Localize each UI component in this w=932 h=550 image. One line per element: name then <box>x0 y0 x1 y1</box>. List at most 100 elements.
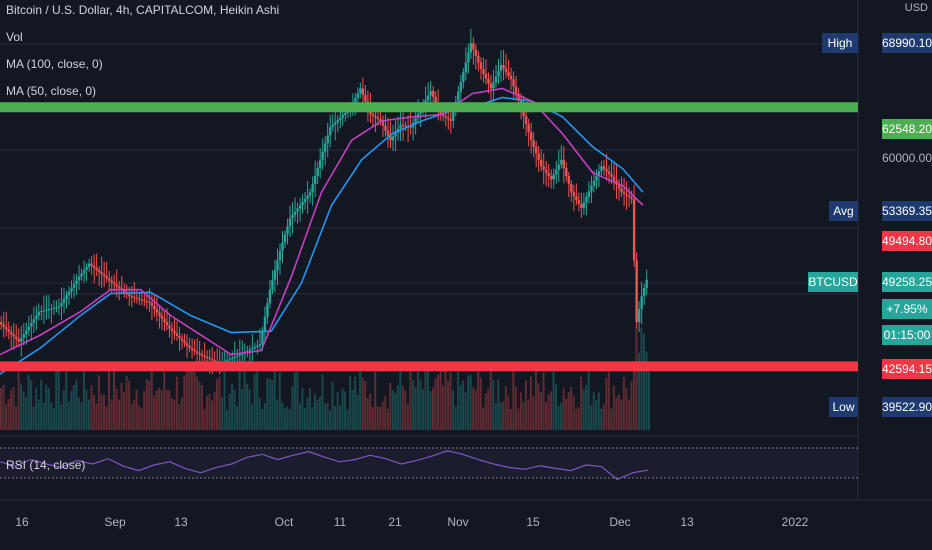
volume-bar <box>32 406 35 430</box>
candle-body <box>62 299 66 303</box>
volume-bar <box>251 404 254 430</box>
volume-bar <box>630 381 633 430</box>
volume-bar <box>0 387 2 430</box>
volume-bar <box>143 391 146 430</box>
candle-body <box>399 124 402 129</box>
candle-body <box>77 276 81 281</box>
candle-body <box>477 55 480 63</box>
candle-body <box>547 172 550 177</box>
volume-bar <box>615 397 618 430</box>
volume-bar <box>519 392 522 430</box>
candle-body <box>371 114 375 116</box>
volume-bar <box>379 406 382 430</box>
candle-body <box>303 198 307 203</box>
volume-bar <box>620 399 623 430</box>
candle-body <box>273 270 277 280</box>
volume-bar <box>610 408 613 430</box>
candle-body <box>620 188 623 193</box>
volume-bar <box>223 366 226 430</box>
ma50-legend[interactable]: MA (50, close, 0) <box>6 84 97 98</box>
candle-body <box>464 62 468 73</box>
volume-bar <box>499 402 502 430</box>
candle-body <box>2 324 5 327</box>
volume-bar <box>522 401 525 430</box>
volume-bar <box>595 399 598 430</box>
volume-bar <box>409 369 412 430</box>
volume-bar <box>391 390 394 430</box>
ma50-line <box>0 87 644 356</box>
volume-bar <box>200 385 203 430</box>
volume-bar <box>140 407 143 430</box>
candle-body <box>266 303 269 317</box>
volume-bar <box>77 397 80 430</box>
candle-body <box>630 197 633 199</box>
candle-body <box>632 198 636 261</box>
symbol-title[interactable]: Bitcoin / U.S. Dollar, 4h, CAPITALCOM, H… <box>6 3 280 17</box>
volume-bar <box>627 399 630 430</box>
candle-body <box>145 301 149 303</box>
candle-body <box>82 270 86 274</box>
ma100-line <box>0 96 644 375</box>
volume-bar <box>148 380 151 430</box>
volume-bar <box>329 409 332 430</box>
volume-bar <box>12 387 15 430</box>
volume-bar <box>565 398 568 430</box>
candle-body <box>384 125 387 131</box>
volume-bar <box>188 366 191 430</box>
candle-body <box>414 118 417 123</box>
candle-body <box>258 344 262 346</box>
candle-body <box>560 159 563 165</box>
candle-body <box>517 93 520 101</box>
candle-body <box>283 234 287 243</box>
volume-bar <box>47 388 50 430</box>
volume-bar <box>401 386 404 430</box>
x-tick-label: 16 <box>15 515 29 529</box>
candle-body <box>434 96 437 103</box>
price-tag-label: Avg <box>833 204 853 218</box>
volume-bar <box>479 377 482 430</box>
volume-bar <box>263 403 266 430</box>
ma100-legend[interactable]: MA (100, close, 0) <box>6 57 103 71</box>
candle-body <box>429 90 432 96</box>
candle-body <box>128 294 131 297</box>
volume-bar <box>432 387 434 430</box>
volume-bar <box>562 388 565 430</box>
candle-body <box>361 88 365 95</box>
volume-bar <box>261 408 264 430</box>
candle-body <box>183 340 186 344</box>
volume-bar <box>517 408 520 430</box>
volume-bar <box>540 392 542 430</box>
volume-bar <box>135 389 138 430</box>
volume-bar <box>572 395 575 430</box>
volume-bar <box>582 389 585 430</box>
price-tag-box <box>882 231 932 251</box>
volume-bar <box>128 380 131 430</box>
volume-bar <box>421 389 424 430</box>
candle-body <box>447 117 450 120</box>
candle-body <box>590 185 593 192</box>
volume-bar <box>560 402 563 430</box>
volume-bar <box>384 396 387 430</box>
candle-body <box>502 65 505 69</box>
volume-bar <box>537 383 540 430</box>
volume-bar <box>208 393 211 430</box>
volume-bar <box>120 382 123 430</box>
candle-body <box>354 98 357 104</box>
candle-body <box>364 94 367 102</box>
candle-body <box>542 166 545 170</box>
x-tick-label: Nov <box>447 515 468 529</box>
candle-body <box>233 356 236 358</box>
candle-body <box>452 111 455 121</box>
volume-bar <box>118 399 121 430</box>
volume-bar <box>411 380 414 430</box>
volume-bar <box>238 365 241 430</box>
candle-body <box>426 95 430 101</box>
volume-bar <box>605 377 608 430</box>
volume-bar <box>2 384 5 430</box>
candle-body <box>55 307 58 309</box>
rsi-legend[interactable]: RSI (14, close) <box>6 458 86 472</box>
volume-bar <box>484 393 487 430</box>
vol-legend[interactable]: Vol <box>6 30 23 44</box>
candle-body <box>45 309 48 311</box>
